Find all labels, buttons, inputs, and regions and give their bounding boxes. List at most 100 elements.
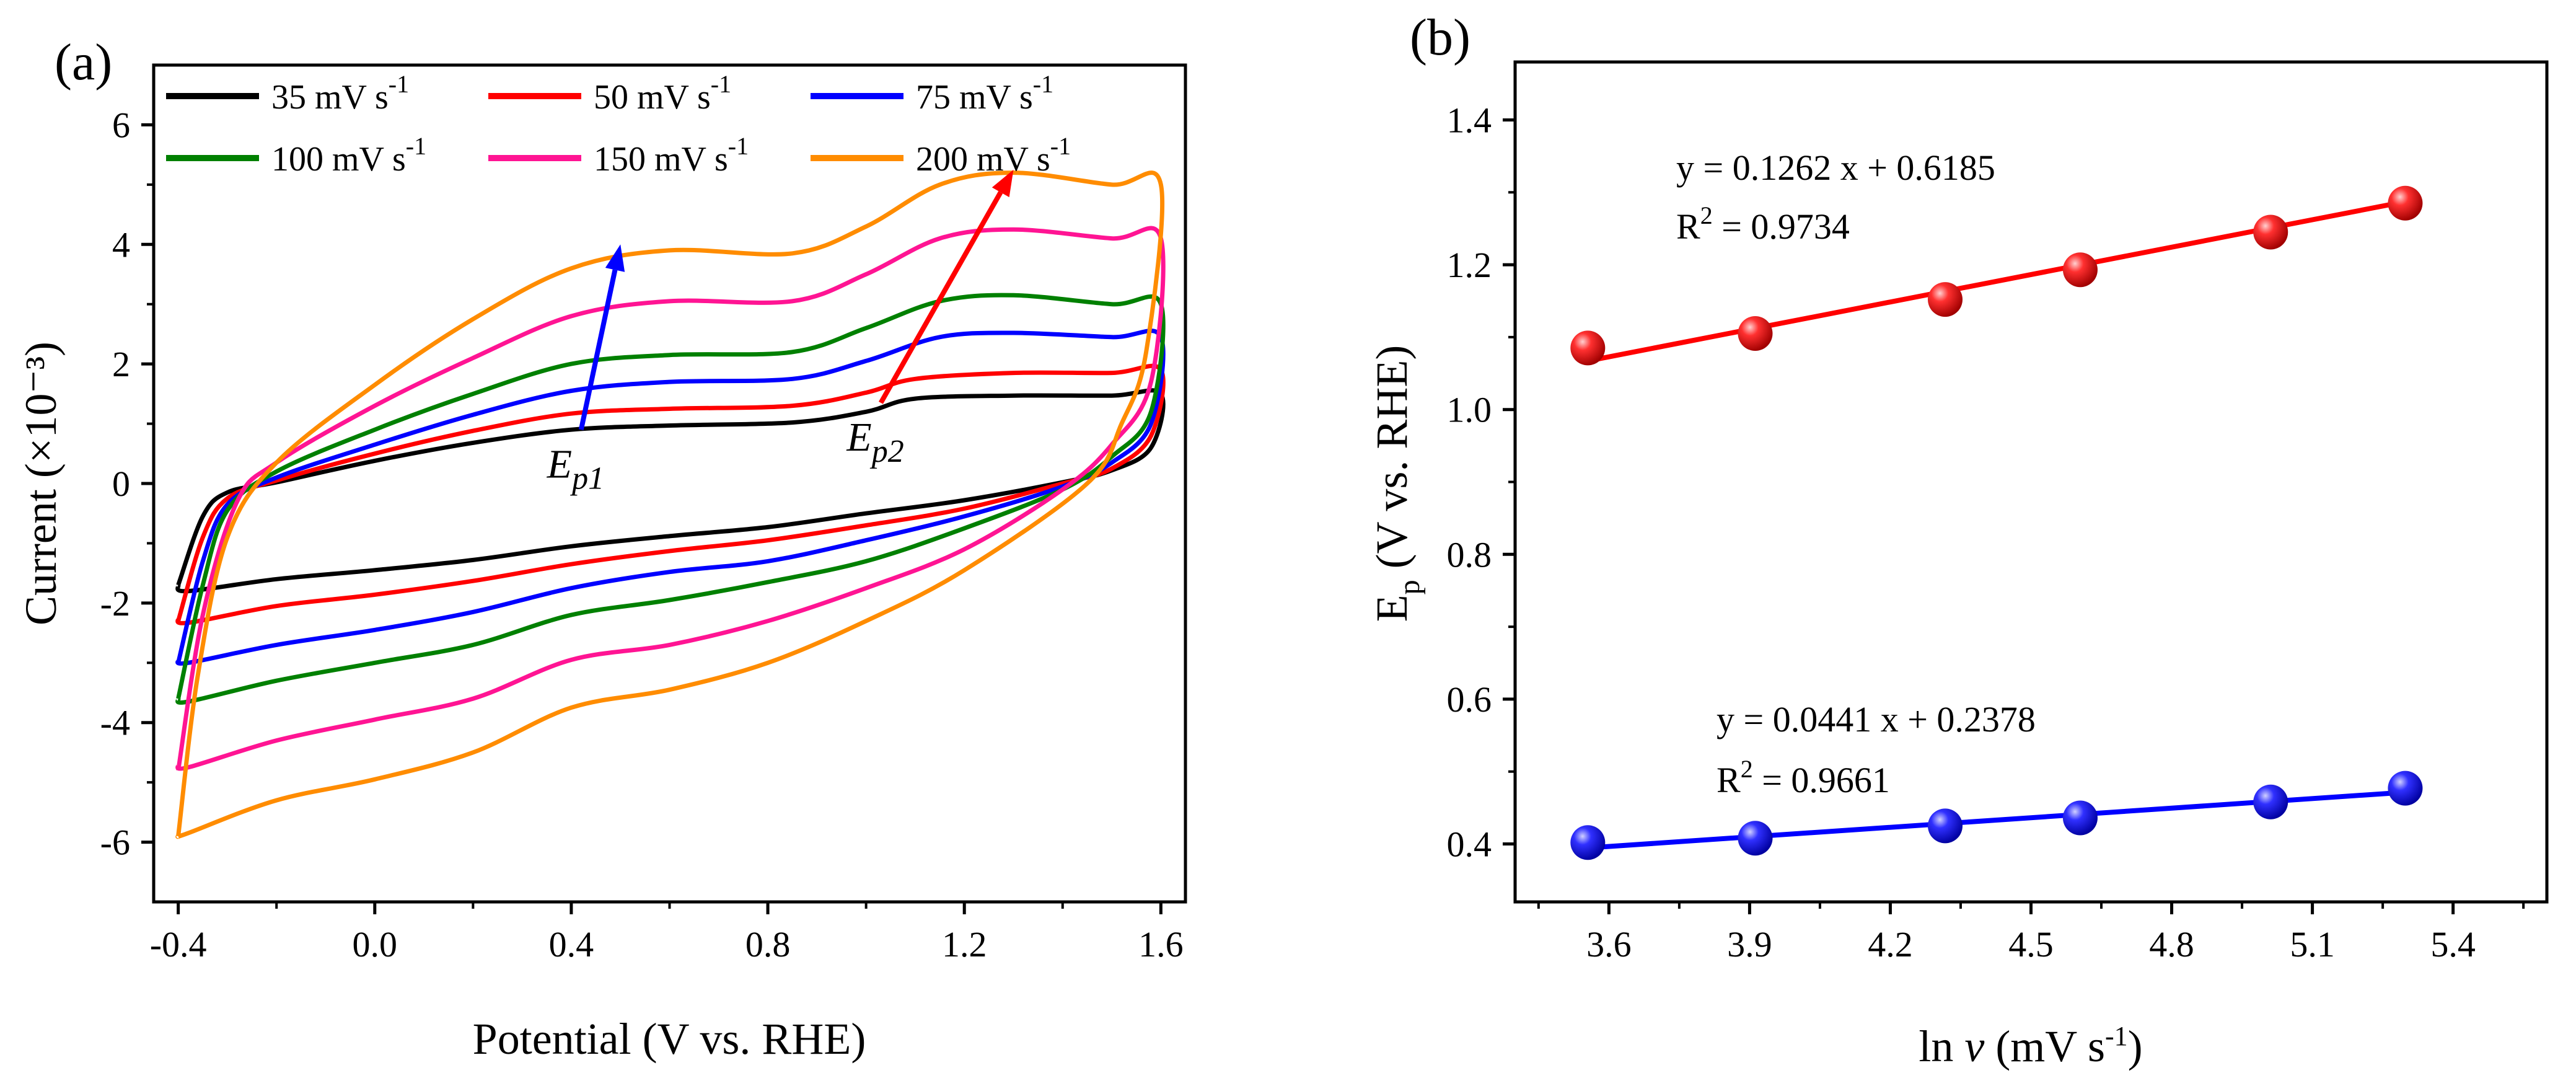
peak-label-main: E (547, 441, 572, 487)
a-x-tick-label-0: -0.4 (150, 924, 207, 965)
cv-curve-3 (175, 293, 1166, 705)
panel-b-xlabel-var: v (1964, 1022, 1984, 1071)
legend-label-0: 35 mV s-1 (271, 70, 409, 117)
panel-b-label: (b) (1410, 9, 1470, 66)
a-x-tick-label-5: 1.6 (1138, 924, 1184, 965)
legend-label-sup: -1 (711, 70, 731, 98)
b-y-tick-label-2: 0.8 (1447, 534, 1492, 575)
panel-b-ylabel-rest: (V vs. RHE) (1367, 345, 1417, 580)
peak-arrow-0-shaft (578, 269, 618, 431)
data-point-Ep1-1 (1738, 821, 1773, 856)
peak-label-0: Ep1 (547, 441, 604, 496)
b-x-tick-label-4: 4.8 (2149, 924, 2194, 965)
data-point-Ep1-2 (1928, 808, 1963, 844)
panel-b-x-ticks: 3.6 3.9 4.2 4.5 4.8 5.1 5.4 (1537, 902, 2525, 965)
legend-label-2: 75 mV s-1 (916, 70, 1053, 117)
panel-a-frame (152, 63, 1187, 904)
blue-fit-r2-sup: 2 (1741, 755, 1753, 783)
b-y-tick-label-5: 1.4 (1447, 100, 1492, 140)
peak-arrow-1 (878, 169, 1014, 404)
legend-label-main: 50 mV s (594, 78, 711, 117)
panel-a-x-axis-label: Potential (V vs. RHE) (473, 1014, 866, 1064)
legend-label-sup: -1 (728, 132, 749, 160)
a-y-tick-label-6: 6 (112, 105, 130, 145)
cv-curve-1 (175, 363, 1166, 625)
panel-a: (a) -0.4 0.0 0.4 0.8 1.2 1.6 -6 -4 -2 0 2 4 6 Poten… (16, 33, 1187, 1064)
a-x-tick-label-2: 0.4 (549, 924, 594, 965)
panel-a-y-axis-label: Current (×10⁻³) (16, 342, 66, 625)
peak-arrow-1-head (991, 169, 1014, 198)
b-x-tick-label-2: 4.2 (1868, 924, 1913, 965)
a-y-tick-label-4: 2 (112, 344, 130, 384)
red-fit-r2-sup: 2 (1700, 201, 1713, 229)
blue-fit-equation: y = 0.0441 x + 0.2378 (1717, 699, 2036, 739)
panel-a-x-ticks: -0.4 0.0 0.4 0.8 1.2 1.6 (150, 902, 1184, 965)
data-point-Ep2-0 (1570, 330, 1606, 366)
red-fit-r2: R2 = 0.9734 (1676, 201, 1850, 247)
legend-label-3: 100 mV s-1 (271, 132, 426, 179)
cv-curve-5 (175, 170, 1165, 839)
red-fit-equation: y = 0.1262 x + 0.6185 (1676, 148, 1995, 188)
panel-b-xlabel-sup: -1 (2105, 1021, 2128, 1051)
panel-b-series (1570, 185, 2423, 860)
panel-a-curves (175, 170, 1166, 839)
a-y-tick-label-1: -4 (100, 703, 130, 743)
panel-a-label: (a) (55, 33, 112, 91)
blue-fit-r2: R2 = 0.9661 (1717, 755, 1890, 800)
b-x-tick-label-0: 3.6 (1586, 924, 1632, 965)
panel-b-xlabel-unit: (mV s (1984, 1022, 2105, 1071)
b-x-tick-label-3: 4.5 (2008, 924, 2054, 965)
panel-b-x-axis-label: ln v (mV s-1) (1919, 1021, 2142, 1071)
data-point-Ep1-3 (2062, 800, 2098, 836)
a-y-tick-label-0: -6 (100, 823, 130, 863)
a-x-tick-label-1: 0.0 (353, 924, 398, 965)
panel-b-y-ticks: 0.4 0.6 0.8 1.0 1.2 1.4 (1447, 100, 1515, 865)
panel-b-xlabel-main: ln (1919, 1022, 1964, 1071)
peak-arrow-1-shaft (878, 191, 1003, 404)
a-x-tick-label-3: 0.8 (745, 924, 791, 965)
legend-label-main: 75 mV s (916, 78, 1033, 117)
panel-b-frame (1513, 60, 2549, 904)
a-y-tick-label-3: 0 (112, 464, 130, 504)
b-y-tick-label-1: 0.6 (1447, 679, 1492, 720)
data-point-Ep1-5 (2388, 770, 2423, 806)
b-y-tick-label-0: 0.4 (1447, 824, 1492, 865)
peak-label-sub: p1 (569, 461, 604, 496)
b-x-tick-label-1: 3.9 (1727, 924, 1772, 965)
peak-label-main: E (846, 415, 871, 460)
legend-label-1: 50 mV s-1 (594, 70, 731, 117)
panel-a-y-ticks: -6 -4 -2 0 2 4 6 (100, 105, 154, 863)
b-y-tick-label-3: 1.0 (1447, 390, 1492, 430)
legend-label-sup: -1 (389, 70, 409, 98)
legend-label-sup: -1 (1050, 132, 1071, 160)
a-x-tick-label-4: 1.2 (942, 924, 987, 965)
peak-arrow-0 (578, 244, 625, 431)
panel-b-ylabel-main: E (1367, 594, 1417, 622)
legend-label-main: 200 mV s (916, 140, 1050, 179)
legend-label-sup: -1 (406, 132, 426, 160)
peak-label-1: Ep2 (846, 415, 903, 469)
data-point-Ep1-0 (1570, 825, 1606, 860)
data-point-Ep2-1 (1738, 316, 1773, 351)
data-point-Ep2-2 (1928, 282, 1963, 317)
peak-label-sub: p2 (869, 434, 904, 469)
data-point-Ep1-4 (2253, 784, 2288, 819)
b-x-tick-label-6: 5.4 (2430, 924, 2476, 965)
legend-label-main: 35 mV s (271, 78, 389, 117)
legend-label-main: 100 mV s (271, 140, 406, 179)
panel-b-xlabel-close: ) (2128, 1022, 2143, 1071)
data-point-Ep2-4 (2253, 214, 2288, 250)
a-y-tick-label-5: 4 (112, 224, 130, 265)
peak-arrow-0-head (605, 244, 625, 272)
data-point-Ep2-3 (2062, 252, 2098, 288)
a-y-tick-label-2: -2 (100, 583, 130, 624)
red-fit-r2-value: = 0.9734 (1713, 206, 1850, 247)
legend-label-4: 150 mV s-1 (594, 132, 749, 179)
panel-b-fit-annotations: y = 0.1262 x + 0.6185 R2 = 0.9734 y = 0.… (1676, 148, 2036, 800)
panel-b-y-axis-label: Ep (V vs. RHE) (1367, 345, 1426, 622)
panel-b-ylabel-sub: p (1393, 580, 1426, 594)
legend-label-sup: -1 (1033, 70, 1053, 98)
